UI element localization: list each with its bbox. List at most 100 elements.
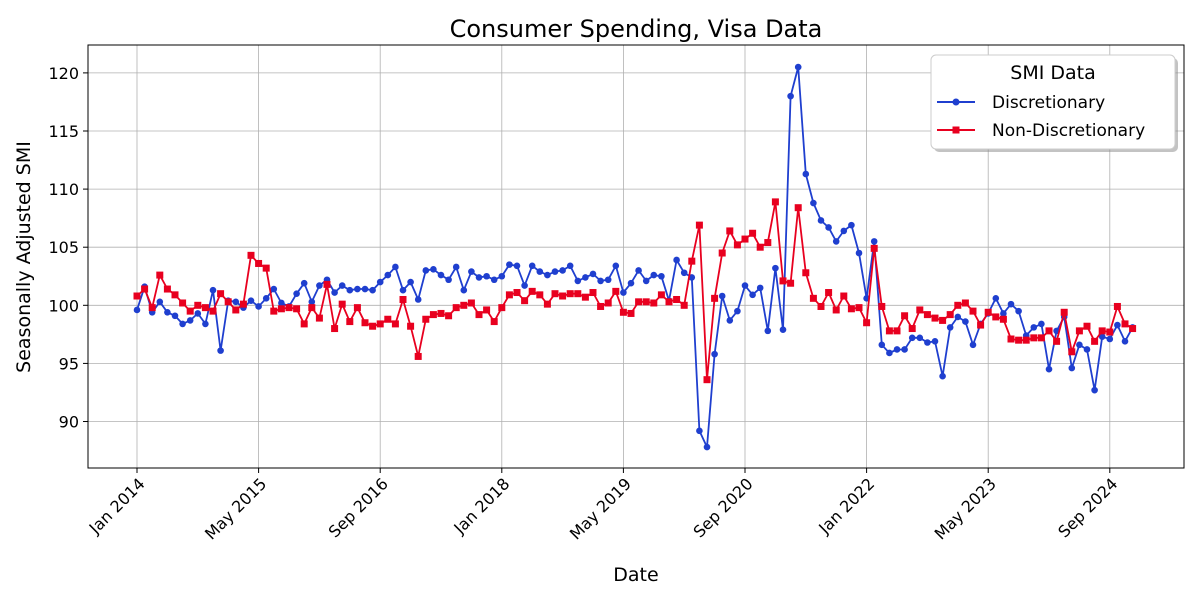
data-point-non-discretionary (650, 299, 658, 307)
data-point-discretionary (475, 274, 483, 281)
data-point-non-discretionary (809, 294, 817, 302)
data-point-non-discretionary (711, 294, 719, 302)
data-point-non-discretionary (597, 302, 605, 310)
data-point-discretionary (756, 284, 764, 292)
data-point-discretionary (840, 227, 848, 235)
data-point-non-discretionary (376, 320, 384, 328)
y-tick-label: 110 (48, 180, 79, 199)
data-point-non-discretionary (422, 315, 430, 323)
data-point-non-discretionary (657, 291, 665, 299)
data-point-discretionary (179, 320, 186, 328)
legend-label-discretionary: Discretionary (992, 93, 1105, 113)
data-point-discretionary (399, 286, 407, 294)
data-point-non-discretionary (999, 315, 1007, 323)
data-point-non-discretionary (771, 198, 779, 206)
legend-entry-non-discretionary: Non-Discretionary (937, 121, 1145, 141)
data-point-non-discretionary (1121, 320, 1129, 328)
data-point-non-discretionary (179, 299, 187, 307)
data-point-discretionary (582, 274, 589, 281)
data-point-non-discretionary (878, 302, 886, 310)
data-point-non-discretionary (688, 257, 696, 265)
data-point-discretionary (566, 262, 574, 270)
data-point-discretionary (650, 271, 658, 279)
data-point-non-discretionary (1007, 335, 1015, 343)
legend: SMI Data Discretionary Non-Discretionary (930, 54, 1178, 152)
data-point-discretionary (278, 299, 285, 307)
data-point-non-discretionary (331, 325, 339, 333)
data-point-non-discretionary (566, 290, 574, 298)
data-point-non-discretionary (1037, 334, 1045, 342)
data-point-non-discretionary (353, 304, 361, 312)
y-tick-label: 115 (48, 122, 79, 141)
data-point-non-discretionary (946, 311, 954, 319)
data-point-discretionary (202, 320, 209, 328)
data-point-discretionary (946, 324, 954, 331)
data-point-discretionary (346, 286, 354, 294)
data-point-non-discretionary (984, 308, 992, 316)
y-axis-label: Seasonally Adjusted SMI (13, 141, 35, 373)
data-point-discretionary (893, 346, 901, 353)
data-point-discretionary (270, 285, 278, 293)
data-point-discretionary (1030, 324, 1038, 331)
data-point-non-discretionary (673, 295, 681, 303)
data-point-discretionary (308, 298, 316, 306)
data-point-discretionary (490, 276, 498, 284)
legend-title: SMI Data (1010, 62, 1095, 84)
data-point-discretionary (779, 326, 787, 334)
data-point-non-discretionary (262, 264, 270, 272)
data-point-non-discretionary (939, 316, 947, 324)
data-point-discretionary (1083, 346, 1091, 353)
data-point-discretionary (1121, 338, 1129, 345)
data-point-discretionary (718, 292, 726, 300)
data-point-discretionary (414, 296, 422, 303)
data-point-non-discretionary (521, 297, 529, 305)
data-point-non-discretionary (414, 352, 422, 360)
data-point-discretionary (680, 269, 688, 277)
data-point-non-discretionary (756, 243, 764, 251)
data-point-discretionary (186, 317, 194, 324)
data-point-non-discretionary (954, 301, 962, 309)
data-point-discretionary (734, 307, 741, 315)
data-point-non-discretionary (452, 304, 460, 312)
data-point-discretionary (794, 63, 802, 71)
data-point-discretionary (430, 265, 437, 273)
data-point-discretionary (962, 318, 969, 325)
data-point-non-discretionary (293, 305, 301, 313)
data-point-discretionary (1114, 321, 1121, 329)
data-point-discretionary (506, 261, 513, 268)
data-point-non-discretionary (483, 306, 491, 314)
data-point-discretionary (658, 272, 665, 280)
data-point-discretionary (521, 282, 528, 289)
data-point-non-discretionary (148, 304, 156, 312)
data-point-discretionary (209, 286, 217, 294)
data-point-discretionary (642, 277, 650, 285)
data-point-non-discretionary (224, 298, 232, 306)
data-point-non-discretionary (1022, 336, 1030, 344)
data-point-discretionary (384, 271, 392, 279)
data-point-non-discretionary (171, 291, 179, 299)
data-point-discretionary (536, 268, 544, 275)
data-point-discretionary (589, 270, 597, 278)
data-point-discretionary (597, 277, 604, 285)
data-point-discretionary (673, 256, 680, 264)
data-point-non-discretionary (1083, 322, 1091, 330)
data-point-discretionary (551, 268, 559, 275)
data-point-discretionary (361, 285, 369, 293)
data-point-non-discretionary (1113, 302, 1121, 310)
data-point-discretionary (969, 341, 977, 349)
data-point-discretionary (802, 170, 810, 178)
data-point-non-discretionary (384, 315, 392, 323)
data-point-non-discretionary (232, 306, 240, 314)
data-point-non-discretionary (505, 291, 513, 299)
data-point-discretionary (764, 327, 772, 335)
data-point-non-discretionary (703, 376, 711, 384)
data-point-non-discretionary (1091, 337, 1099, 345)
y-tick-label: 95 (59, 354, 79, 373)
data-point-discretionary (901, 346, 908, 353)
data-point-non-discretionary (217, 290, 225, 298)
data-point-non-discretionary (787, 279, 795, 287)
data-point-non-discretionary (141, 285, 149, 293)
data-point-non-discretionary (840, 292, 848, 300)
data-point-non-discretionary (429, 311, 437, 319)
